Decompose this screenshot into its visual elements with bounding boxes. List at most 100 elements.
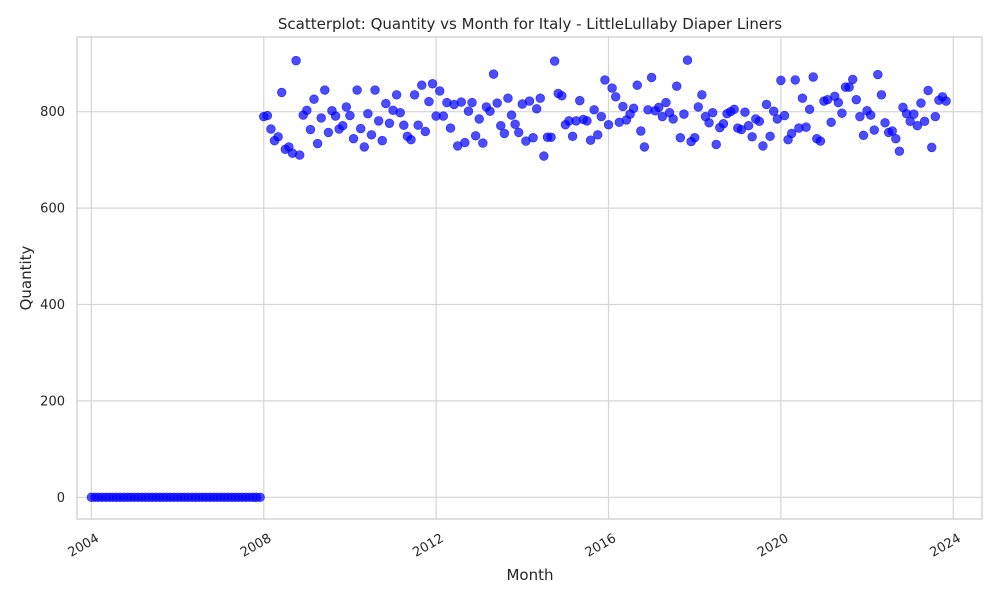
data-point (891, 134, 901, 144)
data-point (503, 93, 513, 103)
data-point (769, 106, 779, 116)
data-point (855, 111, 865, 122)
data-point (323, 127, 334, 138)
data-point (456, 97, 466, 107)
data-point (657, 111, 668, 122)
data-point (618, 101, 628, 112)
data-point (797, 93, 808, 103)
x-axis-label: Month (506, 566, 553, 584)
data-point (582, 116, 592, 126)
data-point (930, 111, 941, 122)
y-tick-label: 200 (40, 394, 65, 409)
data-point (395, 107, 405, 118)
data-point (761, 99, 772, 110)
data-point (330, 111, 341, 121)
data-point (865, 110, 876, 120)
data-point (869, 125, 879, 135)
data-point (514, 127, 524, 138)
y-tick-label: 800 (40, 105, 65, 120)
data-point (844, 82, 854, 92)
data-point (743, 120, 754, 131)
data-point (600, 75, 610, 85)
data-point (593, 130, 603, 140)
data-point (654, 102, 664, 113)
data-point (837, 108, 847, 118)
data-point (876, 90, 887, 100)
data-point (356, 123, 366, 134)
data-point (366, 130, 377, 140)
data-point (499, 128, 510, 139)
data-point (711, 139, 721, 150)
data-point (801, 122, 811, 132)
data-point (438, 111, 449, 121)
data-point (262, 110, 273, 121)
data-point (348, 134, 359, 144)
data-point (672, 81, 682, 91)
data-point (894, 146, 905, 156)
data-point (474, 114, 484, 124)
data-point (470, 131, 481, 141)
data-point (754, 116, 765, 127)
data-point (632, 80, 642, 90)
data-point (682, 55, 693, 65)
data-point (302, 105, 312, 115)
data-point (435, 86, 445, 96)
y-tick-label: 400 (40, 298, 65, 313)
data-point (549, 56, 560, 66)
data-point (409, 90, 420, 100)
data-point (589, 105, 599, 115)
data-point (359, 142, 370, 152)
data-point (531, 104, 542, 114)
data-point (506, 110, 517, 120)
data-point (880, 118, 890, 128)
data-point (707, 107, 718, 118)
data-point (485, 106, 495, 116)
data-point (539, 151, 549, 161)
data-point (363, 108, 373, 119)
data-point (377, 135, 387, 146)
data-point (693, 102, 703, 112)
data-point (273, 132, 283, 142)
data-point (338, 120, 348, 131)
data-point (567, 131, 578, 141)
data-point (413, 120, 423, 130)
data-point (460, 137, 470, 148)
data-point (815, 136, 826, 146)
data-point (668, 114, 678, 124)
data-point (718, 119, 729, 129)
data-point (804, 104, 815, 115)
data-point (675, 133, 686, 143)
data-point (736, 124, 747, 135)
data-point (266, 124, 276, 134)
data-point (291, 55, 301, 66)
data-point (740, 107, 750, 117)
data-point (575, 95, 585, 106)
data-point (747, 132, 757, 142)
data-point (585, 135, 596, 145)
data-point (424, 96, 434, 107)
data-point (528, 133, 538, 143)
data-point (610, 92, 621, 102)
data-point (492, 98, 502, 108)
y-tick-label: 0 (57, 491, 65, 506)
data-point (607, 83, 617, 93)
data-point (373, 116, 384, 126)
data-point (916, 98, 926, 108)
data-point (467, 97, 477, 108)
data-point (833, 97, 844, 108)
data-point (848, 74, 858, 85)
data-point (923, 85, 933, 96)
data-point (277, 87, 287, 98)
data-points (86, 55, 951, 503)
chart-title: Scatterplot: Quantity vs Month for Italy… (278, 15, 782, 33)
data-point (496, 120, 506, 131)
data-point (406, 134, 416, 145)
data-point (391, 90, 402, 100)
data-point (305, 124, 316, 135)
data-point (603, 120, 614, 130)
data-point (661, 97, 671, 108)
data-point (909, 109, 919, 119)
data-point (679, 109, 689, 119)
data-point (316, 113, 326, 123)
